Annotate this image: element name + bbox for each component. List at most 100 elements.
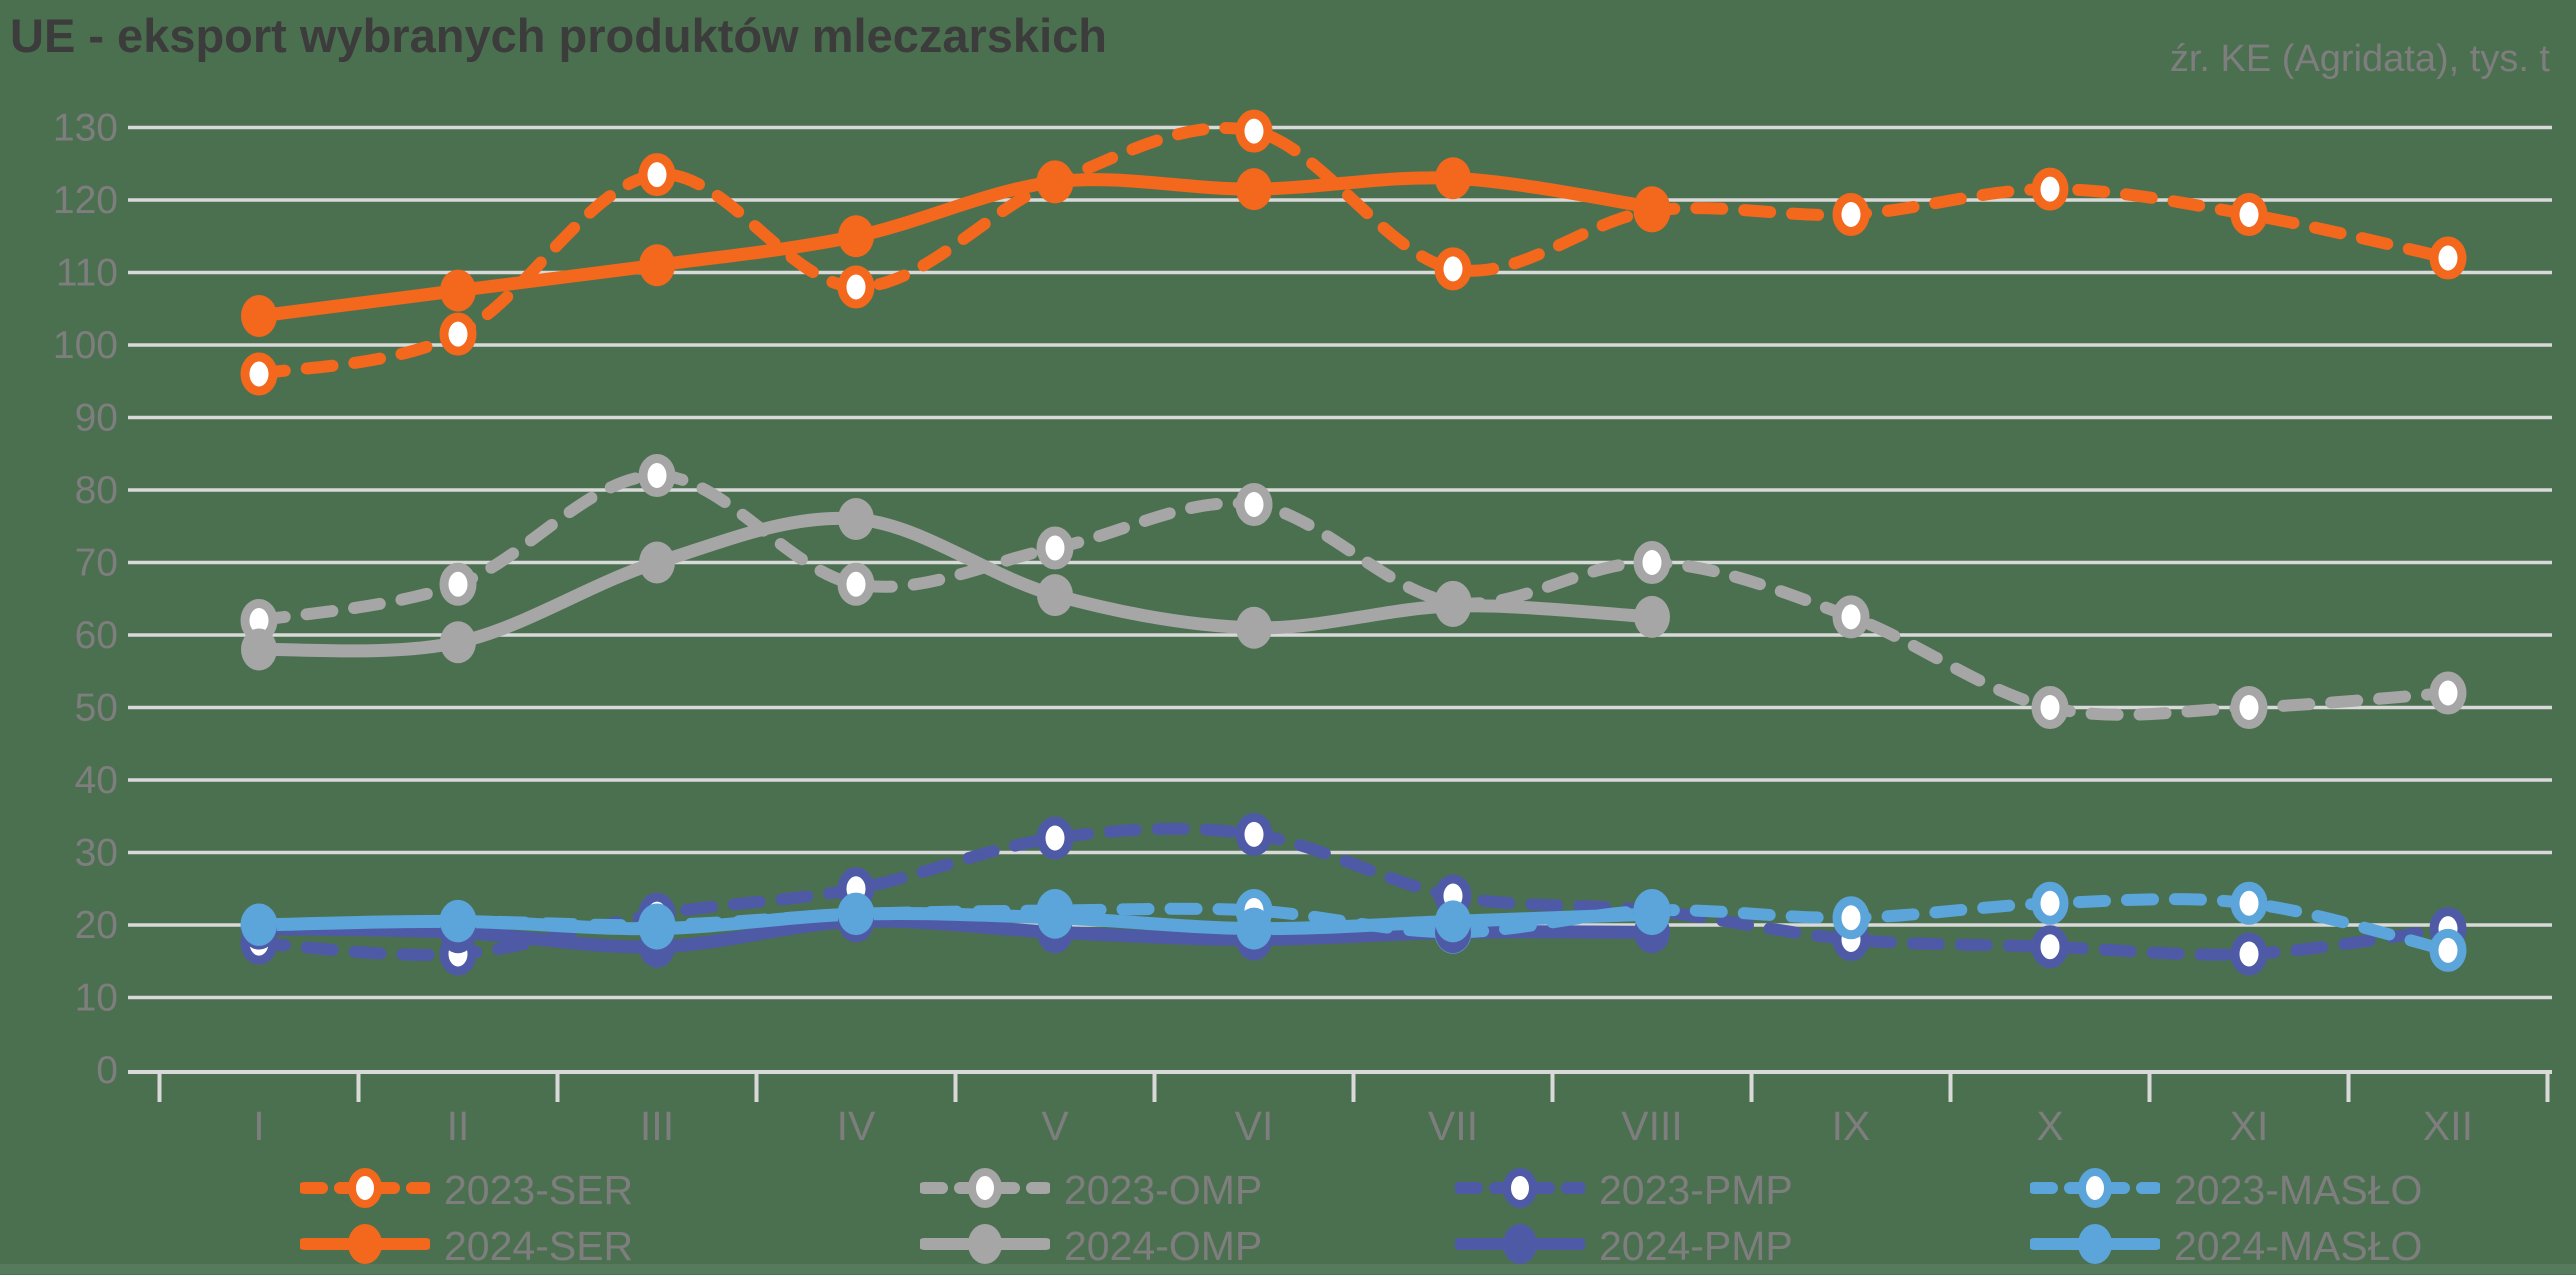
marker-2024-MASŁO <box>1236 907 1272 950</box>
marker-2023-SER <box>240 352 278 396</box>
legend-sample-svg <box>918 1167 1052 1208</box>
y-axis-label-70: 70 <box>75 542 118 585</box>
legend-item-2023-pmp: 2023-PMP <box>1453 1162 1793 1219</box>
marker-2024-OMP <box>1435 585 1471 627</box>
legend-marker <box>348 1223 382 1264</box>
legend-sample-2023-ser <box>298 1162 432 1219</box>
legend-sample-2023-maslo <box>2028 1162 2162 1219</box>
x-axis-label-VII: VII <box>1428 1103 1478 1149</box>
legend-sample-2023-omp <box>918 1162 1052 1219</box>
marker-2023-MASŁO <box>2429 928 2467 972</box>
marker-2024-MASŁO <box>1634 893 1670 936</box>
legend-sample-svg <box>1453 1223 1587 1264</box>
y-axis-label-50: 50 <box>75 687 118 730</box>
x-axis-label-I: I <box>253 1103 264 1149</box>
legend-marker <box>1503 1167 1537 1208</box>
legend-marker <box>2078 1167 2112 1208</box>
marker-2024-MASŁO <box>241 904 277 946</box>
marker-2024-SER <box>241 295 277 337</box>
marker-2024-OMP <box>1236 606 1272 649</box>
legend-label-2023-ser: 2023-SER <box>444 1166 634 1213</box>
marker-2023-SER <box>1832 193 1870 236</box>
marker-2023-MASŁO <box>2031 881 2069 925</box>
marker-2024-SER <box>1435 157 1471 200</box>
x-axis-label-X: X <box>2036 1103 2063 1149</box>
legend-sample-svg <box>918 1223 1052 1264</box>
legend-sample-svg <box>2028 1223 2162 1264</box>
series-line-2023-MASŁO <box>253 893 2454 957</box>
legend-label-2024-ser: 2024-SER <box>444 1222 634 1269</box>
marker-2023-OMP <box>2429 671 2467 715</box>
marker-2023-OMP <box>1633 541 1671 584</box>
marker-2024-MASŁO <box>1037 896 1073 939</box>
legend-sample-svg <box>2028 1167 2162 1208</box>
marker-2024-MASŁO <box>1435 900 1471 943</box>
y-axis-label-20: 20 <box>75 904 118 947</box>
y-axis-label-90: 90 <box>75 397 118 440</box>
legend-marker <box>1503 1223 1537 1264</box>
y-axis-label-80: 80 <box>75 469 118 512</box>
marker-2023-MASŁO <box>1832 896 1870 940</box>
series-line-2024-MASŁO <box>252 907 1659 936</box>
marker-2024-MASŁO <box>639 907 675 950</box>
marker-2023-OMP <box>1832 595 1870 639</box>
legend-item-2024-maslo: 2024-MASŁO <box>2028 1220 2423 1272</box>
legend-item-2024-pmp: 2024-PMP <box>1453 1218 1793 1275</box>
x-axis-label-VIII: VIII <box>1621 1103 1683 1149</box>
legend-sample-svg <box>298 1167 432 1208</box>
marker-2024-OMP <box>1037 574 1073 617</box>
x-axis-label-XII: XII <box>2423 1103 2473 1149</box>
legend-item-2023-omp: 2023-OMP <box>918 1162 1262 1219</box>
legend-label-2024-pmp: 2024-PMP <box>1599 1222 1793 1269</box>
marker-2023-OMP <box>2031 686 2069 729</box>
legend-sample-2023-pmp <box>1453 1162 1587 1219</box>
series-line-2024-OMP <box>252 511 1659 658</box>
y-axis-label-130: 130 <box>53 107 118 150</box>
x-axis-label-IV: IV <box>837 1103 876 1149</box>
marker-2023-OMP <box>2230 686 2268 729</box>
legend-sample-svg <box>298 1223 432 1264</box>
x-axis-label-IX: IX <box>1832 1103 1871 1149</box>
legend-label-2023-pmp: 2023-PMP <box>1599 1166 1793 1213</box>
legend-marker <box>968 1223 1002 1264</box>
marker-2024-OMP <box>639 541 675 584</box>
legend-label-2024-maslo: 2024-MASŁO <box>2174 1222 2423 1269</box>
legend-item-2023-maslo: 2023-MASŁO <box>2028 1162 2423 1219</box>
marker-2023-SER <box>2230 193 2268 236</box>
y-axis-label-40: 40 <box>75 759 118 802</box>
y-axis-label-60: 60 <box>75 614 118 657</box>
marker-2023-PMP <box>1235 812 1273 856</box>
marker-2024-OMP <box>440 621 476 664</box>
x-axis-label-II: II <box>447 1103 470 1149</box>
legend-sample-2024-pmp <box>1453 1218 1587 1275</box>
marker-2023-MASŁO <box>2230 881 2268 925</box>
marker-2024-OMP <box>838 498 874 540</box>
marker-2023-SER <box>439 312 477 356</box>
legend-item-2023-ser: 2023-SER <box>298 1162 634 1219</box>
legend-label-2024-omp: 2024-OMP <box>1064 1222 1263 1269</box>
marker-2023-OMP <box>1235 483 1273 526</box>
legend-marker <box>348 1167 382 1208</box>
legend-marker <box>2078 1223 2112 1264</box>
x-axis-label-V: V <box>1041 1103 1069 1149</box>
marker-2023-PMP <box>2031 925 2069 969</box>
series-line-2023-PMP <box>253 822 2454 961</box>
marker-2023-SER <box>2429 236 2467 280</box>
bottom-edge-strip <box>0 1264 2576 1274</box>
legend-label-2023-maslo: 2023-MASŁO <box>2174 1166 2423 1213</box>
marker-2023-OMP <box>837 562 875 606</box>
marker-2023-PMP <box>1036 816 1074 860</box>
marker-2024-OMP <box>1634 595 1670 638</box>
y-axis-label-100: 100 <box>53 324 118 367</box>
marker-2023-OMP <box>439 562 477 606</box>
marker-2024-SER <box>639 244 675 287</box>
marker-2023-SER <box>1434 247 1472 291</box>
marker-2024-SER <box>838 215 874 258</box>
legend-marker <box>968 1167 1002 1208</box>
y-axis-label-120: 120 <box>53 179 118 222</box>
legend-item-2024-omp: 2024-OMP <box>918 1220 1263 1272</box>
marker-2024-MASŁO <box>838 893 874 936</box>
marker-2023-SER <box>837 265 875 309</box>
